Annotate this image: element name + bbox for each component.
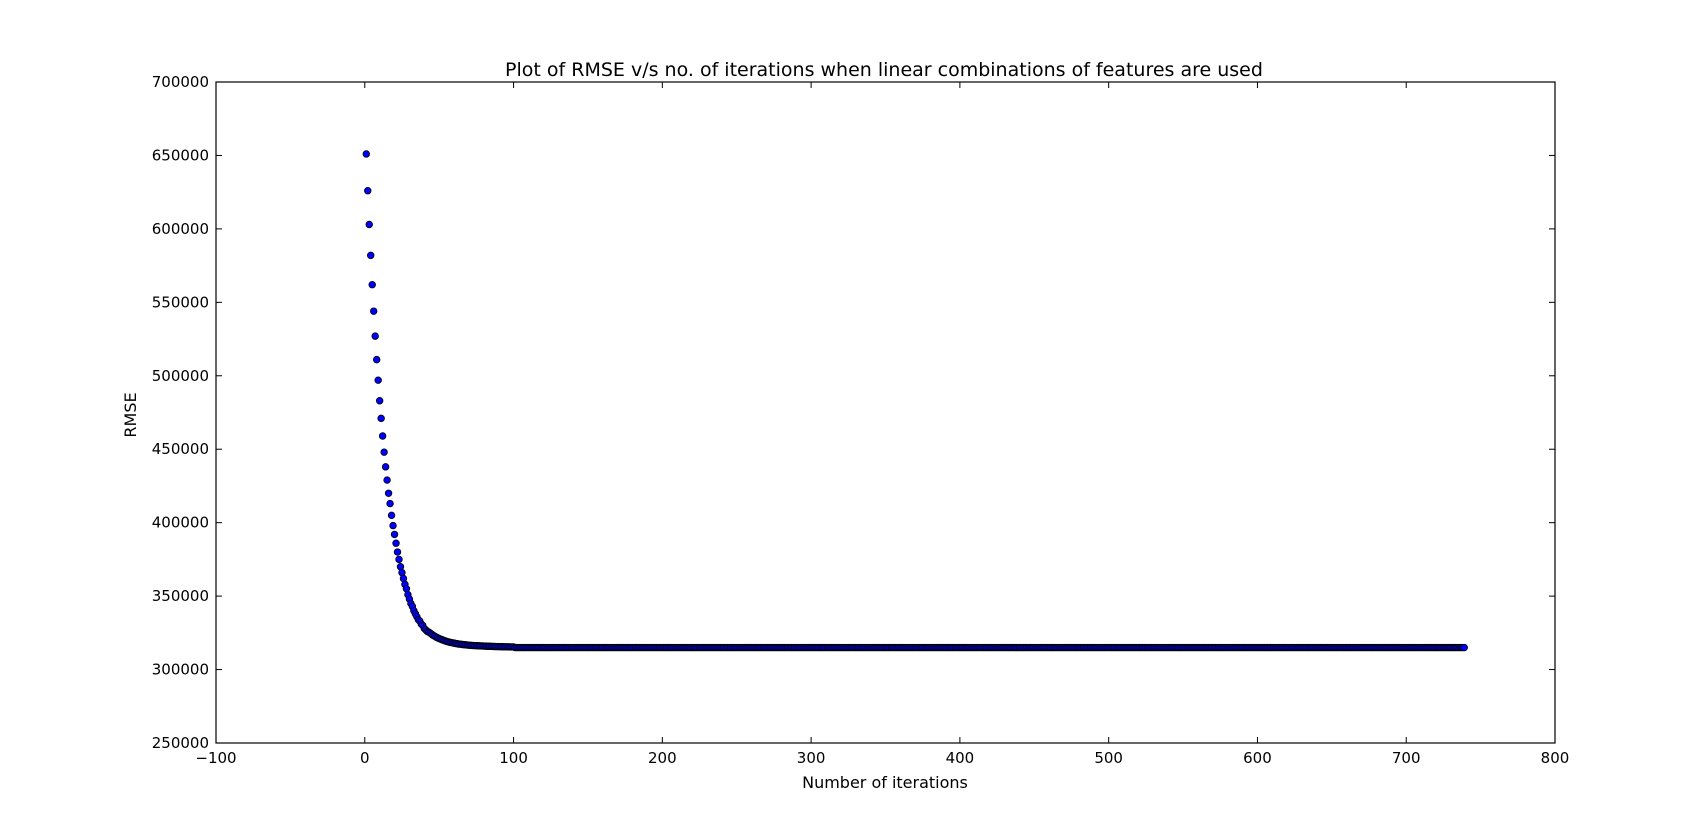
scatter-point (375, 397, 384, 405)
scatter-point (364, 186, 372, 195)
x-tick-label: 700 (1392, 749, 1421, 767)
x-tick-label: 0 (360, 749, 370, 767)
x-tick-label: −100 (195, 749, 236, 767)
scatter-point (390, 530, 399, 539)
x-tick-label: 400 (946, 749, 975, 767)
scatter-point (387, 511, 396, 520)
scatter-point (1460, 643, 1468, 652)
y-tick-label: 650000 (152, 146, 209, 164)
scatter-point (392, 539, 400, 547)
y-axis-title: RMSE (121, 392, 140, 437)
scatter-point (371, 332, 379, 340)
x-tick-label: 600 (1243, 749, 1272, 767)
x-tick-label: 100 (499, 749, 528, 767)
scatter-point (365, 220, 373, 229)
y-axis-ticks: 250000 300000 350000 400000 450000 500000 5500… (152, 73, 1555, 752)
scatter-point (362, 150, 370, 158)
chart-title: Plot of RMSE v/s no. of iterations when … (505, 59, 1263, 81)
scatter-point (372, 355, 381, 364)
y-tick-label: 450000 (152, 440, 209, 458)
y-tick-label: 400000 (152, 514, 209, 532)
y-tick-label: 550000 (152, 293, 209, 311)
scatter-point (386, 499, 394, 508)
scatter-point (393, 548, 402, 556)
x-axis-ticks: −100 0 100 200 300 400 500 600 700 800 (195, 82, 1569, 767)
y-tick-label: 250000 (152, 734, 209, 752)
scatter-point (374, 376, 382, 384)
x-axis-title: Number of iterations (802, 773, 968, 792)
scatter-point (380, 448, 388, 456)
y-tick-label: 700000 (152, 73, 209, 91)
scatter-point (383, 476, 391, 484)
scatter-point (378, 432, 387, 440)
scatter-point (389, 521, 397, 530)
y-tick-label: 500000 (152, 367, 209, 385)
scatter-point (367, 251, 375, 260)
scatter-point (381, 463, 390, 471)
x-tick-label: 500 (1094, 749, 1123, 767)
scatter-point (395, 555, 403, 564)
plot-area-frame (215, 81, 1556, 744)
y-tick-label: 350000 (152, 587, 209, 605)
scatter-point (370, 307, 378, 315)
x-tick-label: 300 (797, 749, 826, 767)
scatter-point (368, 281, 376, 289)
y-tick-label: 300000 (152, 661, 209, 679)
x-tick-label: 200 (648, 749, 677, 767)
scatter-points (362, 150, 1468, 652)
x-tick-label: 800 (1541, 749, 1570, 767)
y-tick-label: 600000 (152, 220, 209, 238)
scatter-point (384, 489, 393, 497)
scatter-point (377, 414, 385, 423)
